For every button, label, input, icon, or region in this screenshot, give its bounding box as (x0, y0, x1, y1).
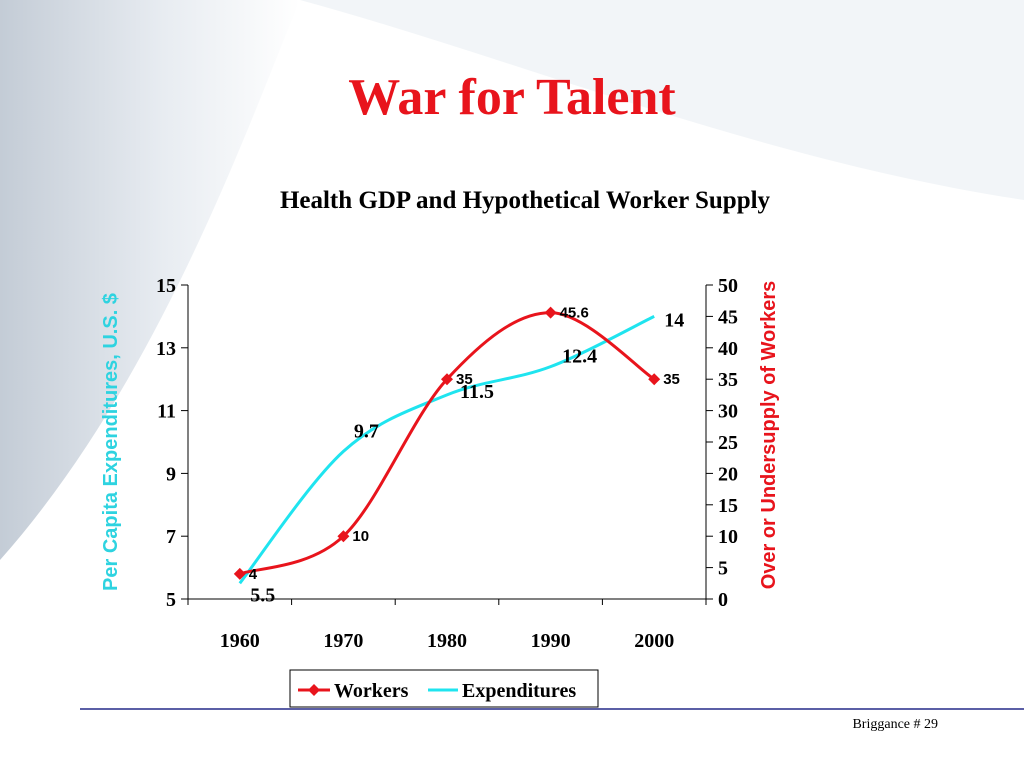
workers-marker (233, 567, 246, 580)
workers-data-label: 10 (352, 528, 369, 545)
legend-workers-label: Workers (334, 680, 409, 702)
x-tick-label: 2000 (634, 630, 674, 652)
right-tick-label: 20 (718, 463, 738, 485)
right-tick-label: 45 (718, 306, 738, 328)
expenditures-data-label: 9.7 (354, 420, 379, 442)
chart-legend: Workers Expenditures (289, 669, 599, 708)
legend-expenditures-label: Expenditures (462, 680, 576, 702)
expenditures-line (238, 315, 655, 585)
workers-marker (648, 373, 661, 386)
x-tick-label: 1990 (531, 630, 571, 652)
footer-divider (80, 708, 1024, 710)
legend-workers-marker (308, 684, 320, 696)
expenditures-data-label: 5.5 (250, 584, 275, 606)
workers-data-label: 4 (249, 566, 258, 583)
x-tick-label: 1960 (220, 630, 260, 652)
right-tick-label: 25 (718, 432, 738, 454)
chart-title: Health GDP and Hypothetical Worker Suppl… (280, 187, 771, 214)
right-tick-label: 35 (718, 369, 738, 391)
x-tick-label: 1970 (323, 630, 363, 652)
right-axis-title: Over or Undersupply of Workers (758, 281, 780, 590)
right-tick-label: 5 (718, 558, 728, 580)
right-tick-label: 0 (718, 589, 728, 611)
expenditures-data-label: 11.5 (460, 381, 494, 403)
slide-title: War for Talent (348, 69, 676, 126)
series-layer: 5.5 9.7 11.5 12.4 14 4 10 35 45.6 35 (233, 305, 684, 606)
left-tick-label: 11 (157, 401, 176, 423)
workers-marker (441, 373, 453, 386)
left-axis-title: Per Capita Expenditures, U.S. $ (100, 293, 122, 591)
left-tick-label: 7 (166, 526, 176, 548)
right-tick-label: 15 (718, 495, 738, 517)
workers-marker (337, 530, 350, 543)
chart-axes: 5 7 9 11 13 15 0 5 10 15 20 25 30 35 40 45 50 1960 1970 198… (156, 275, 738, 652)
expenditures-data-label: 14 (664, 309, 684, 331)
left-tick-label: 9 (166, 463, 176, 485)
left-tick-label: 5 (166, 589, 176, 611)
right-tick-label: 30 (718, 401, 738, 423)
workers-marker (544, 306, 557, 319)
workers-data-label: 45.6 (560, 305, 589, 322)
left-tick-label: 13 (156, 338, 176, 360)
workers-data-label: 35 (663, 371, 680, 388)
expenditures-data-label: 12.4 (562, 346, 597, 368)
workers-data-label: 35 (456, 371, 473, 388)
x-tick-label: 1980 (427, 630, 467, 652)
right-tick-label: 10 (718, 526, 738, 548)
footer-page-label: Briggance # 29 (852, 717, 938, 732)
left-tick-label: 15 (156, 275, 176, 297)
right-tick-label: 40 (718, 338, 738, 360)
right-tick-label: 50 (718, 275, 738, 297)
